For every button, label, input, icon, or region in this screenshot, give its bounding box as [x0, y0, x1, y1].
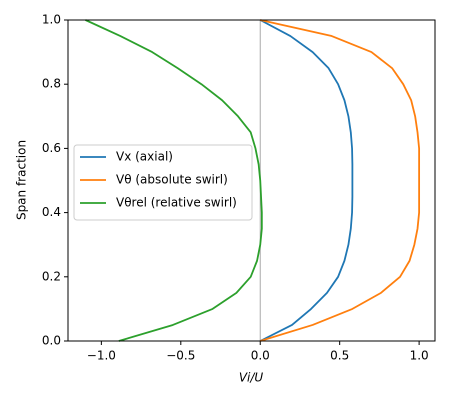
legend-label: Vθrel (relative swirl) — [116, 196, 237, 210]
x-tick-label: −0.5 — [166, 349, 195, 363]
x-tick-label: 0.5 — [330, 349, 349, 363]
y-tick-label: 1.0 — [42, 13, 61, 27]
y-tick-label: 0.2 — [42, 269, 61, 283]
x-axis-label: Vi/U — [239, 371, 264, 385]
legend-label: Vθ (absolute swirl) — [116, 173, 228, 187]
x-tick-label: 1.0 — [410, 349, 429, 363]
series-line — [259, 19, 354, 342]
y-tick-label: 0.4 — [42, 205, 61, 219]
x-tick-label: −1.0 — [87, 349, 116, 363]
x-tick-label: 0.0 — [251, 349, 270, 363]
legend-box — [73, 144, 253, 221]
y-tick-label: 0.0 — [42, 334, 61, 348]
y-tick-label: 0.8 — [42, 77, 61, 91]
plot-frame — [67, 19, 436, 342]
series-line — [259, 19, 421, 342]
legend-label: Vx (axial) — [116, 150, 173, 164]
y-tick-label: 0.6 — [42, 141, 61, 155]
y-axis-label: Span fraction — [15, 140, 29, 220]
series-line — [85, 19, 263, 342]
